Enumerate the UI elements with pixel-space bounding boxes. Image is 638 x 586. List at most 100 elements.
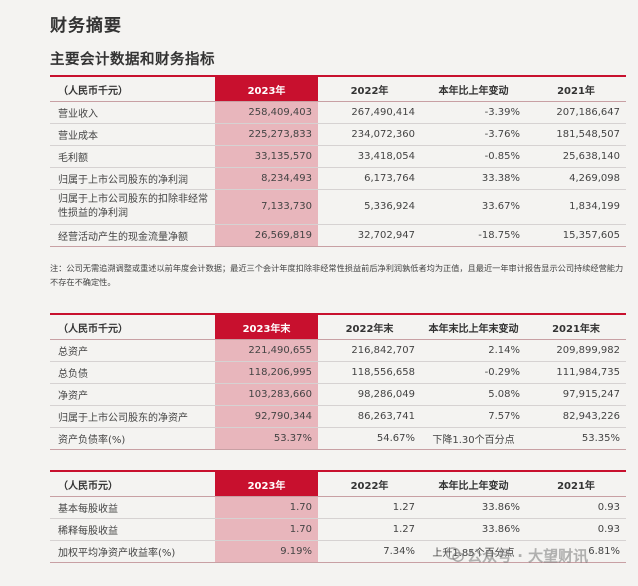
- value-2021: 111,984,735: [526, 361, 626, 384]
- table-row: 基本每股收益 1.70 1.27 33.86% 0.93: [50, 496, 626, 519]
- value-change: 2.14%: [421, 339, 526, 362]
- header-2021: 2021年: [526, 75, 626, 102]
- table-row: 营业收入 258,409,403 267,490,414 -3.39% 207,…: [50, 101, 626, 124]
- row-label: 总负债: [50, 361, 215, 384]
- value-2023: 92,790,344: [215, 405, 318, 428]
- table-row: 经营活动产生的现金流量净额 26,569,819 32,702,947 -18.…: [50, 224, 626, 247]
- table-header-row: （人民币元） 2023年 2022年 本年比上年变动 2021年: [50, 470, 626, 497]
- value-2022: 267,490,414: [318, 101, 421, 124]
- per-share-table: （人民币元） 2023年 2022年 本年比上年变动 2021年 基本每股收益 …: [50, 470, 626, 563]
- value-2022: 6,173,764: [318, 167, 421, 190]
- header-change: 本年比上年变动: [421, 470, 526, 497]
- header-change: 本年比上年变动: [421, 75, 526, 102]
- table-header-row: （人民币千元） 2023年末 2022年末 本年末比上年末变动 2021年末: [50, 313, 626, 340]
- header-2021: 2021年: [526, 470, 626, 497]
- value-2021: 25,638,140: [526, 145, 626, 168]
- value-2023: 33,135,570: [215, 145, 318, 168]
- value-2022: 118,556,658: [318, 361, 421, 384]
- table-row: 总负债 118,206,995 118,556,658 -0.29% 111,9…: [50, 361, 626, 384]
- table-row: 资产负债率(%) 53.37% 54.67% 下降1.30个百分点 53.35%: [50, 427, 626, 450]
- value-2021: 4,269,098: [526, 167, 626, 190]
- value-2023: 118,206,995: [215, 361, 318, 384]
- value-2023: 8,234,493: [215, 167, 318, 190]
- value-2021: 15,357,605: [526, 224, 626, 247]
- value-2023: 103,283,660: [215, 383, 318, 406]
- header-2022: 2022年: [318, 470, 421, 497]
- row-label: 毛利额: [50, 145, 215, 168]
- value-change: 33.86%: [421, 496, 526, 519]
- value-2023: 7,133,730: [215, 189, 318, 225]
- value-2021: 6.81%: [526, 540, 626, 563]
- income-table: （人民币千元） 2023年 2022年 本年比上年变动 2021年 营业收入 2…: [50, 75, 626, 247]
- table-row: 归属于上市公司股东的净资产 92,790,344 86,263,741 7.57…: [50, 405, 626, 428]
- value-2021: 0.93: [526, 518, 626, 541]
- value-change: -3.76%: [421, 123, 526, 146]
- row-label: 加权平均净资产收益率(%): [50, 540, 215, 563]
- value-2022: 33,418,054: [318, 145, 421, 168]
- value-2023: 221,490,655: [215, 339, 318, 362]
- row-label: 稀释每股收益: [50, 518, 215, 541]
- value-change: -3.39%: [421, 101, 526, 124]
- value-change: -0.85%: [421, 145, 526, 168]
- table-row: 稀释每股收益 1.70 1.27 33.86% 0.93: [50, 518, 626, 541]
- watermark-text: 公众号 · 大望财讯: [467, 547, 589, 565]
- header-unit: （人民币千元）: [50, 75, 215, 102]
- watermark: 公众号 · 大望财讯: [445, 545, 589, 566]
- table-row: 加权平均净资产收益率(%) 9.19% 7.34% 上升1.85个百分点 6.8…: [50, 540, 626, 563]
- header-2023-end: 2023年末: [215, 313, 318, 340]
- row-label: 经营活动产生的现金流量净额: [50, 224, 215, 247]
- row-label: 营业成本: [50, 123, 215, 146]
- footnote: 注：公司无需追溯调整或重述以前年度会计数据；最近三个会计年度扣除非经常性损益前后…: [50, 263, 624, 287]
- value-2022: 7.34%: [318, 540, 421, 563]
- row-label: 营业收入: [50, 101, 215, 124]
- section-title: 主要会计数据和财务指标: [50, 52, 215, 68]
- value-change: 下降1.30个百分点: [421, 427, 526, 450]
- value-2022: 1.27: [318, 496, 421, 519]
- header-2021-end: 2021年末: [526, 313, 626, 340]
- table-row: 归属于上市公司股东的扣除非经常性损益的净利润 7,133,730 5,336,9…: [50, 189, 626, 225]
- value-change: 33.86%: [421, 518, 526, 541]
- row-label: 归属于上市公司股东的净资产: [50, 405, 215, 428]
- value-2023: 53.37%: [215, 427, 318, 450]
- value-2021: 1,834,199: [526, 189, 626, 225]
- value-2022: 5,336,924: [318, 189, 421, 225]
- row-label: 资产负债率(%): [50, 427, 215, 450]
- value-change: 5.08%: [421, 383, 526, 406]
- header-unit: （人民币千元）: [50, 313, 215, 340]
- value-2022: 32,702,947: [318, 224, 421, 247]
- table-row: 营业成本 225,273,833 234,072,360 -3.76% 181,…: [50, 123, 626, 146]
- header-2023: 2023年: [215, 75, 318, 102]
- value-2023: 26,569,819: [215, 224, 318, 247]
- value-change: 7.57%: [421, 405, 526, 428]
- value-2023: 225,273,833: [215, 123, 318, 146]
- value-change: 33.38%: [421, 167, 526, 190]
- value-2021: 209,899,982: [526, 339, 626, 362]
- value-2021: 53.35%: [526, 427, 626, 450]
- row-label: 归属于上市公司股东的净利润: [50, 167, 215, 190]
- wechat-icon: [445, 547, 464, 563]
- value-2021: 207,186,647: [526, 101, 626, 124]
- value-2022: 86,263,741: [318, 405, 421, 428]
- header-2022: 2022年: [318, 75, 421, 102]
- value-2022: 1.27: [318, 518, 421, 541]
- header-unit: （人民币元）: [50, 470, 215, 497]
- table-row: 总资产 221,490,655 216,842,707 2.14% 209,89…: [50, 339, 626, 362]
- row-label: 基本每股收益: [50, 496, 215, 519]
- balance-table: （人民币千元） 2023年末 2022年末 本年末比上年末变动 2021年末 总…: [50, 313, 626, 450]
- value-change: -18.75%: [421, 224, 526, 247]
- page-title: 财务摘要: [50, 16, 122, 36]
- table-row: 净资产 103,283,660 98,286,049 5.08% 97,915,…: [50, 383, 626, 406]
- header-2023: 2023年: [215, 470, 318, 497]
- value-2021: 0.93: [526, 496, 626, 519]
- row-label: 总资产: [50, 339, 215, 362]
- value-2023: 1.70: [215, 518, 318, 541]
- value-2023: 258,409,403: [215, 101, 318, 124]
- table-row: 归属于上市公司股东的净利润 8,234,493 6,173,764 33.38%…: [50, 167, 626, 190]
- value-2022: 216,842,707: [318, 339, 421, 362]
- value-2022: 54.67%: [318, 427, 421, 450]
- row-label: 净资产: [50, 383, 215, 406]
- header-2022-end: 2022年末: [318, 313, 421, 340]
- value-2023: 1.70: [215, 496, 318, 519]
- value-2023: 9.19%: [215, 540, 318, 563]
- value-2021: 181,548,507: [526, 123, 626, 146]
